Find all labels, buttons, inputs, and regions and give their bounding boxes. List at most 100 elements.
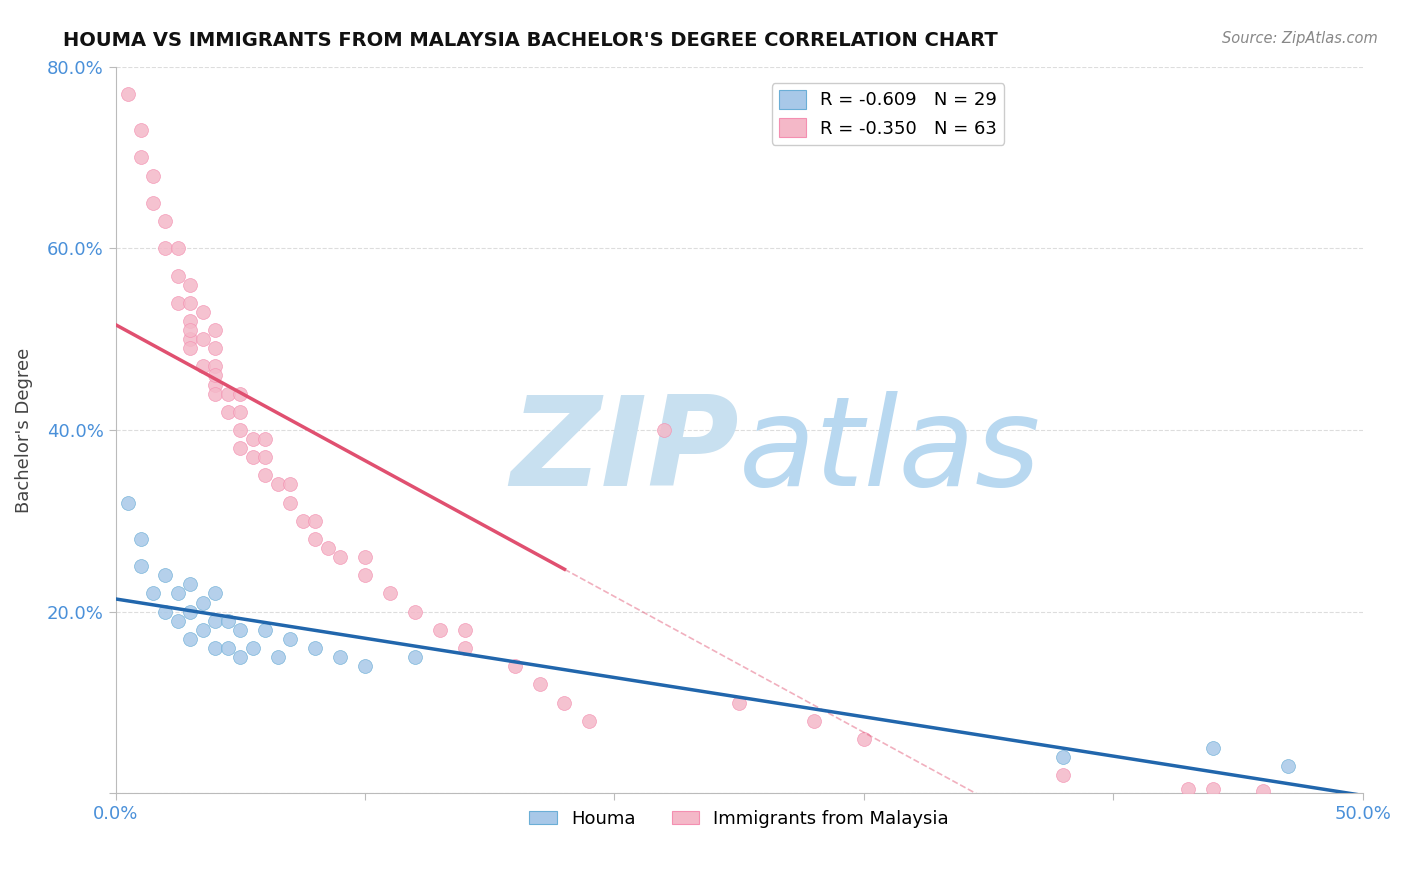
Point [155, 568, 177, 582]
Point [278, 477, 301, 491]
Point [179, 323, 201, 337]
Point [217, 640, 239, 655]
Point [117, 496, 139, 510]
Point [179, 277, 201, 292]
Point [129, 123, 152, 137]
Point [229, 441, 252, 455]
Point [167, 268, 190, 283]
Point [254, 468, 277, 483]
Point [1052, 750, 1074, 764]
Point [204, 359, 226, 374]
Text: Source: ZipAtlas.com: Source: ZipAtlas.com [1222, 31, 1378, 46]
Point [179, 341, 201, 355]
Point [204, 323, 226, 337]
Point [229, 423, 252, 437]
Point [242, 432, 264, 446]
Point [1251, 783, 1274, 797]
Point [191, 305, 214, 319]
Point [291, 514, 314, 528]
Point [179, 605, 201, 619]
Point [229, 650, 252, 665]
Point [652, 423, 675, 437]
Point [179, 332, 201, 346]
Point [266, 650, 288, 665]
Point [204, 368, 226, 383]
Point [254, 623, 277, 637]
Point [354, 568, 377, 582]
Point [404, 605, 426, 619]
Point [204, 640, 226, 655]
Point [191, 623, 214, 637]
Point [266, 477, 288, 491]
Point [429, 623, 451, 637]
Point [129, 559, 152, 574]
Point [204, 586, 226, 600]
Point [155, 605, 177, 619]
Point [117, 87, 139, 101]
Point [229, 623, 252, 637]
Text: ZIP: ZIP [510, 392, 740, 512]
Point [155, 214, 177, 228]
Point [852, 731, 875, 746]
Point [329, 650, 352, 665]
Point [304, 640, 326, 655]
Point [354, 659, 377, 673]
Point [242, 640, 264, 655]
Point [142, 586, 165, 600]
Point [1277, 759, 1299, 773]
Point [454, 640, 477, 655]
Point [503, 659, 526, 673]
Point [1202, 781, 1225, 796]
Point [242, 450, 264, 465]
Text: HOUMA VS IMMIGRANTS FROM MALAYSIA BACHELOR'S DEGREE CORRELATION CHART: HOUMA VS IMMIGRANTS FROM MALAYSIA BACHEL… [63, 31, 998, 50]
Point [329, 550, 352, 565]
Point [167, 241, 190, 255]
Point [179, 295, 201, 310]
Point [167, 295, 190, 310]
Point [1177, 781, 1199, 796]
Text: atlas: atlas [740, 392, 1042, 512]
Point [142, 169, 165, 183]
Point [229, 405, 252, 419]
Point [1052, 768, 1074, 782]
Point [204, 341, 226, 355]
Point [354, 550, 377, 565]
Point [142, 195, 165, 210]
Point [179, 632, 201, 646]
Point [316, 541, 339, 555]
Point [1202, 740, 1225, 755]
Point [129, 532, 152, 546]
Point [529, 677, 551, 691]
Point [803, 714, 825, 728]
Point [278, 496, 301, 510]
Point [378, 586, 401, 600]
Point [204, 386, 226, 401]
Point [191, 332, 214, 346]
Point [167, 586, 190, 600]
Point [217, 386, 239, 401]
Point [404, 650, 426, 665]
Point [454, 623, 477, 637]
Point [728, 696, 751, 710]
Point [217, 405, 239, 419]
Point [304, 532, 326, 546]
Point [278, 632, 301, 646]
Point [578, 714, 600, 728]
Point [304, 514, 326, 528]
Point [179, 577, 201, 591]
Point [229, 386, 252, 401]
Point [204, 614, 226, 628]
Point [155, 241, 177, 255]
Point [254, 432, 277, 446]
Point [217, 614, 239, 628]
Y-axis label: Bachelor's Degree: Bachelor's Degree [15, 347, 32, 513]
Point [179, 314, 201, 328]
Point [167, 614, 190, 628]
Point [254, 450, 277, 465]
Point [204, 377, 226, 392]
Point [191, 359, 214, 374]
Point [129, 151, 152, 165]
Point [553, 696, 575, 710]
Legend: Houma, Immigrants from Malaysia: Houma, Immigrants from Malaysia [522, 803, 956, 835]
Point [191, 596, 214, 610]
